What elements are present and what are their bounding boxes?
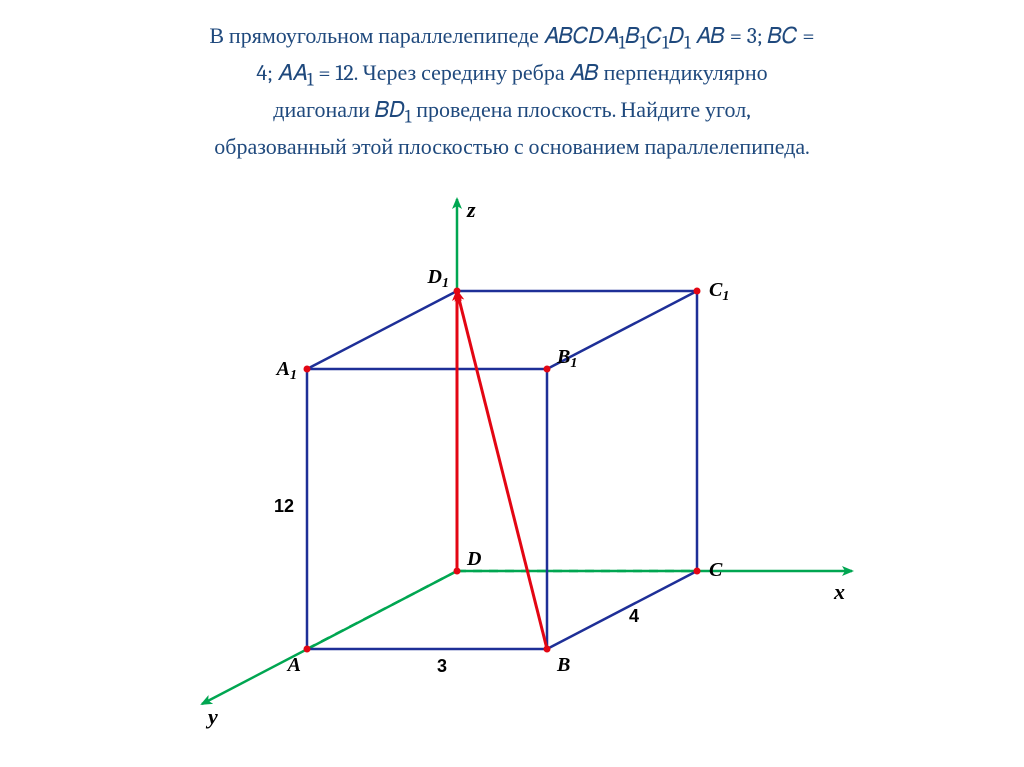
p-l1e-sub: 1	[684, 32, 691, 53]
p-l1c-sub: 1	[640, 32, 647, 53]
p-l1d: 𝐶	[647, 23, 663, 49]
axis-label-x: x	[833, 579, 845, 604]
vertex-label-B1: B1	[556, 346, 577, 371]
edge-D1-A1	[307, 291, 457, 369]
axis-label-y: y	[205, 704, 218, 729]
axis-y	[202, 571, 457, 704]
edge-length-AA1: 12	[274, 496, 294, 516]
p-l2a: 4; 𝐴𝐴	[256, 60, 307, 86]
vertex-dot-A1	[304, 365, 311, 372]
diagram-container: x y z A B C D A1 B1 C1 D1 3 4 12	[142, 174, 882, 734]
edge-length-BC: 4	[629, 606, 639, 626]
vertex-label-A: A	[286, 654, 301, 676]
vertex-dot-B1	[544, 365, 551, 372]
axis-label-z: z	[466, 197, 476, 222]
p-l4: образованный этой плоскостью с основание…	[214, 134, 809, 160]
edge-length-AB: 3	[437, 656, 447, 676]
vertex-dot-D1	[454, 287, 461, 294]
vertex-dot-B	[544, 645, 551, 652]
p-l1d-sub: 1	[662, 32, 669, 53]
vertex-label-A1: A1	[275, 358, 297, 383]
vertex-dot-A	[304, 645, 311, 652]
vertex-dot-C1	[694, 287, 701, 294]
edge-B-C	[547, 571, 697, 649]
problem-statement: В прямоугольном параллелепипеде 𝐴𝐵𝐶𝐷𝐴1𝐵1…	[62, 20, 962, 164]
vertex-label-D1: D1	[427, 266, 449, 291]
vertex-label-D: D	[466, 548, 481, 570]
p-l2b: = 12. Через середину ребра 𝐴𝐵 перпендику…	[314, 60, 768, 86]
p-l1a: В прямоугольном параллелепипеде	[209, 23, 543, 49]
p-l3b: проведена плоскость. Найдите угол,	[411, 97, 750, 123]
p-l3a: диагонали 𝐵𝐷	[273, 97, 405, 123]
p-l1b: 𝐴𝐵𝐶𝐷𝐴	[544, 23, 619, 49]
p-l2a-sub: 1	[307, 69, 314, 90]
vertex-label-B: B	[556, 654, 570, 676]
p-l1c: 𝐵	[625, 23, 640, 49]
p-l1e: 𝐷	[669, 23, 684, 49]
parallelepiped-diagram: x y z A B C D A1 B1 C1 D1 3 4 12	[142, 174, 882, 734]
p-l1f: 𝐴𝐵 = 3; 𝐵𝐶 =	[691, 23, 815, 49]
vertex-label-C: C	[709, 559, 723, 581]
vertex-dot-C	[694, 567, 701, 574]
vector-B-D1	[457, 291, 547, 649]
vertex-dot-D	[454, 567, 461, 574]
vertex-label-C1: C1	[709, 279, 729, 304]
